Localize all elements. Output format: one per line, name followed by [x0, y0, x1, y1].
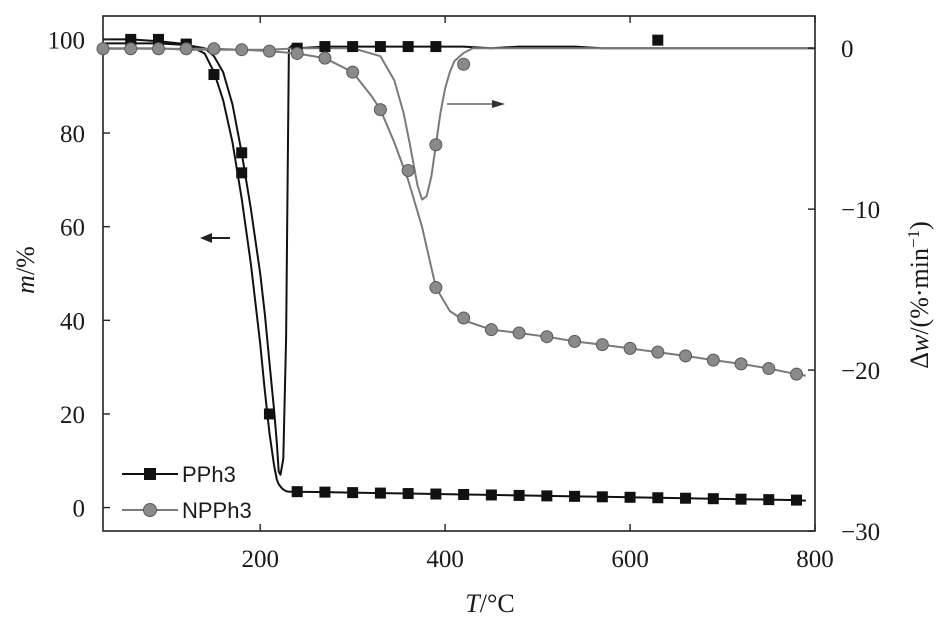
legend-marker-pph3	[144, 468, 156, 480]
marker-npph3	[457, 57, 471, 71]
marker-pph3	[347, 41, 359, 53]
marker-pph3	[208, 69, 220, 81]
marker-npph3	[124, 42, 138, 56]
marker-pph3	[347, 487, 359, 499]
marker-npph3	[623, 341, 637, 355]
plot-border	[102, 15, 816, 532]
marker-pph3	[652, 34, 664, 46]
marker-npph3	[179, 42, 193, 56]
marker-npph3	[679, 349, 693, 363]
marker-pph3	[430, 41, 442, 53]
y-left-tick-label: 20	[60, 402, 85, 429]
y-left-tick-label: 0	[73, 496, 86, 523]
marker-pph3	[263, 408, 275, 420]
marker-npph3	[151, 42, 165, 56]
legend-label-pph3: PPh3	[182, 462, 236, 487]
x-tick-label: 200	[241, 546, 279, 573]
marker-npph3	[457, 311, 471, 325]
arrow-left-head	[200, 233, 212, 243]
legend-marker-npph3	[143, 503, 157, 517]
y-left-axis-label: m/%	[11, 246, 40, 294]
y-right-tick-label: 0	[841, 36, 854, 63]
marker-npph3	[235, 43, 249, 57]
marker-npph3	[595, 338, 609, 352]
marker-npph3	[706, 353, 720, 367]
marker-pph3	[791, 494, 803, 506]
y-right-axis-label: Δw/(%·min−1)	[904, 221, 935, 369]
x-tick-label: 800	[796, 546, 834, 573]
marker-npph3	[762, 362, 776, 376]
y-left-tick-label: 100	[48, 27, 86, 54]
y-right-tick-label: −10	[841, 197, 880, 224]
marker-npph3	[96, 42, 110, 56]
marker-pph3	[402, 488, 414, 500]
series-line-pph3-right	[103, 42, 815, 476]
marker-npph3	[318, 51, 332, 65]
marker-pph3	[319, 486, 331, 498]
y-left-tick-label: 80	[60, 121, 85, 148]
y-left-tick-label: 40	[60, 308, 85, 335]
marker-pph3	[652, 492, 664, 504]
axis-ticks: 200 400 600 800 0 20 40 60 80 100 0 −10 −20 −30	[48, 16, 880, 573]
marker-pph3	[624, 491, 636, 503]
marker-pph3	[707, 493, 719, 505]
plot-area-frame	[102, 15, 816, 532]
direction-arrows	[200, 100, 505, 243]
marker-pph3	[513, 489, 525, 501]
marker-pph3	[763, 494, 775, 506]
legend: PPh3 NPPh3	[122, 462, 252, 523]
y-right-tick-label: −30	[841, 519, 880, 546]
marker-npph3	[568, 334, 582, 348]
marker-npph3	[651, 345, 665, 359]
marker-pph3	[319, 41, 331, 53]
marker-npph3	[512, 326, 526, 340]
marker-pph3	[236, 167, 248, 179]
marker-npph3	[290, 46, 304, 60]
marker-npph3	[429, 281, 443, 295]
legend-label-npph3: NPPh3	[182, 498, 252, 523]
series-line-pph3-left	[103, 38, 806, 502]
x-tick-label: 600	[611, 546, 649, 573]
arrow-right-head	[492, 100, 505, 108]
x-axis-label: T/°C	[465, 589, 514, 618]
series-markers	[96, 33, 804, 506]
marker-npph3	[540, 330, 554, 344]
marker-npph3	[734, 357, 748, 371]
marker-pph3	[430, 488, 442, 500]
marker-pph3	[541, 490, 553, 502]
marker-pph3	[735, 493, 747, 505]
marker-pph3	[596, 491, 608, 503]
marker-npph3	[429, 138, 443, 152]
marker-pph3	[374, 41, 386, 53]
marker-pph3	[236, 147, 248, 159]
marker-pph3	[291, 486, 303, 498]
series-line-npph3-right	[103, 47, 815, 201]
x-tick-label: 400	[426, 546, 464, 573]
y-left-tick-label: 60	[60, 215, 85, 242]
marker-npph3	[790, 367, 804, 381]
marker-pph3	[374, 487, 386, 499]
marker-pph3	[458, 488, 470, 500]
marker-pph3	[569, 490, 581, 502]
marker-npph3	[373, 103, 387, 117]
marker-pph3	[485, 489, 497, 501]
marker-npph3	[207, 42, 221, 56]
marker-npph3	[262, 44, 276, 58]
series-curves	[103, 38, 815, 502]
marker-npph3	[401, 164, 415, 177]
series-line-npph3-left	[103, 47, 806, 377]
marker-npph3	[346, 65, 360, 79]
marker-pph3	[680, 492, 692, 504]
y-right-tick-label: −20	[841, 358, 880, 385]
marker-pph3	[402, 41, 414, 53]
marker-npph3	[484, 323, 498, 337]
